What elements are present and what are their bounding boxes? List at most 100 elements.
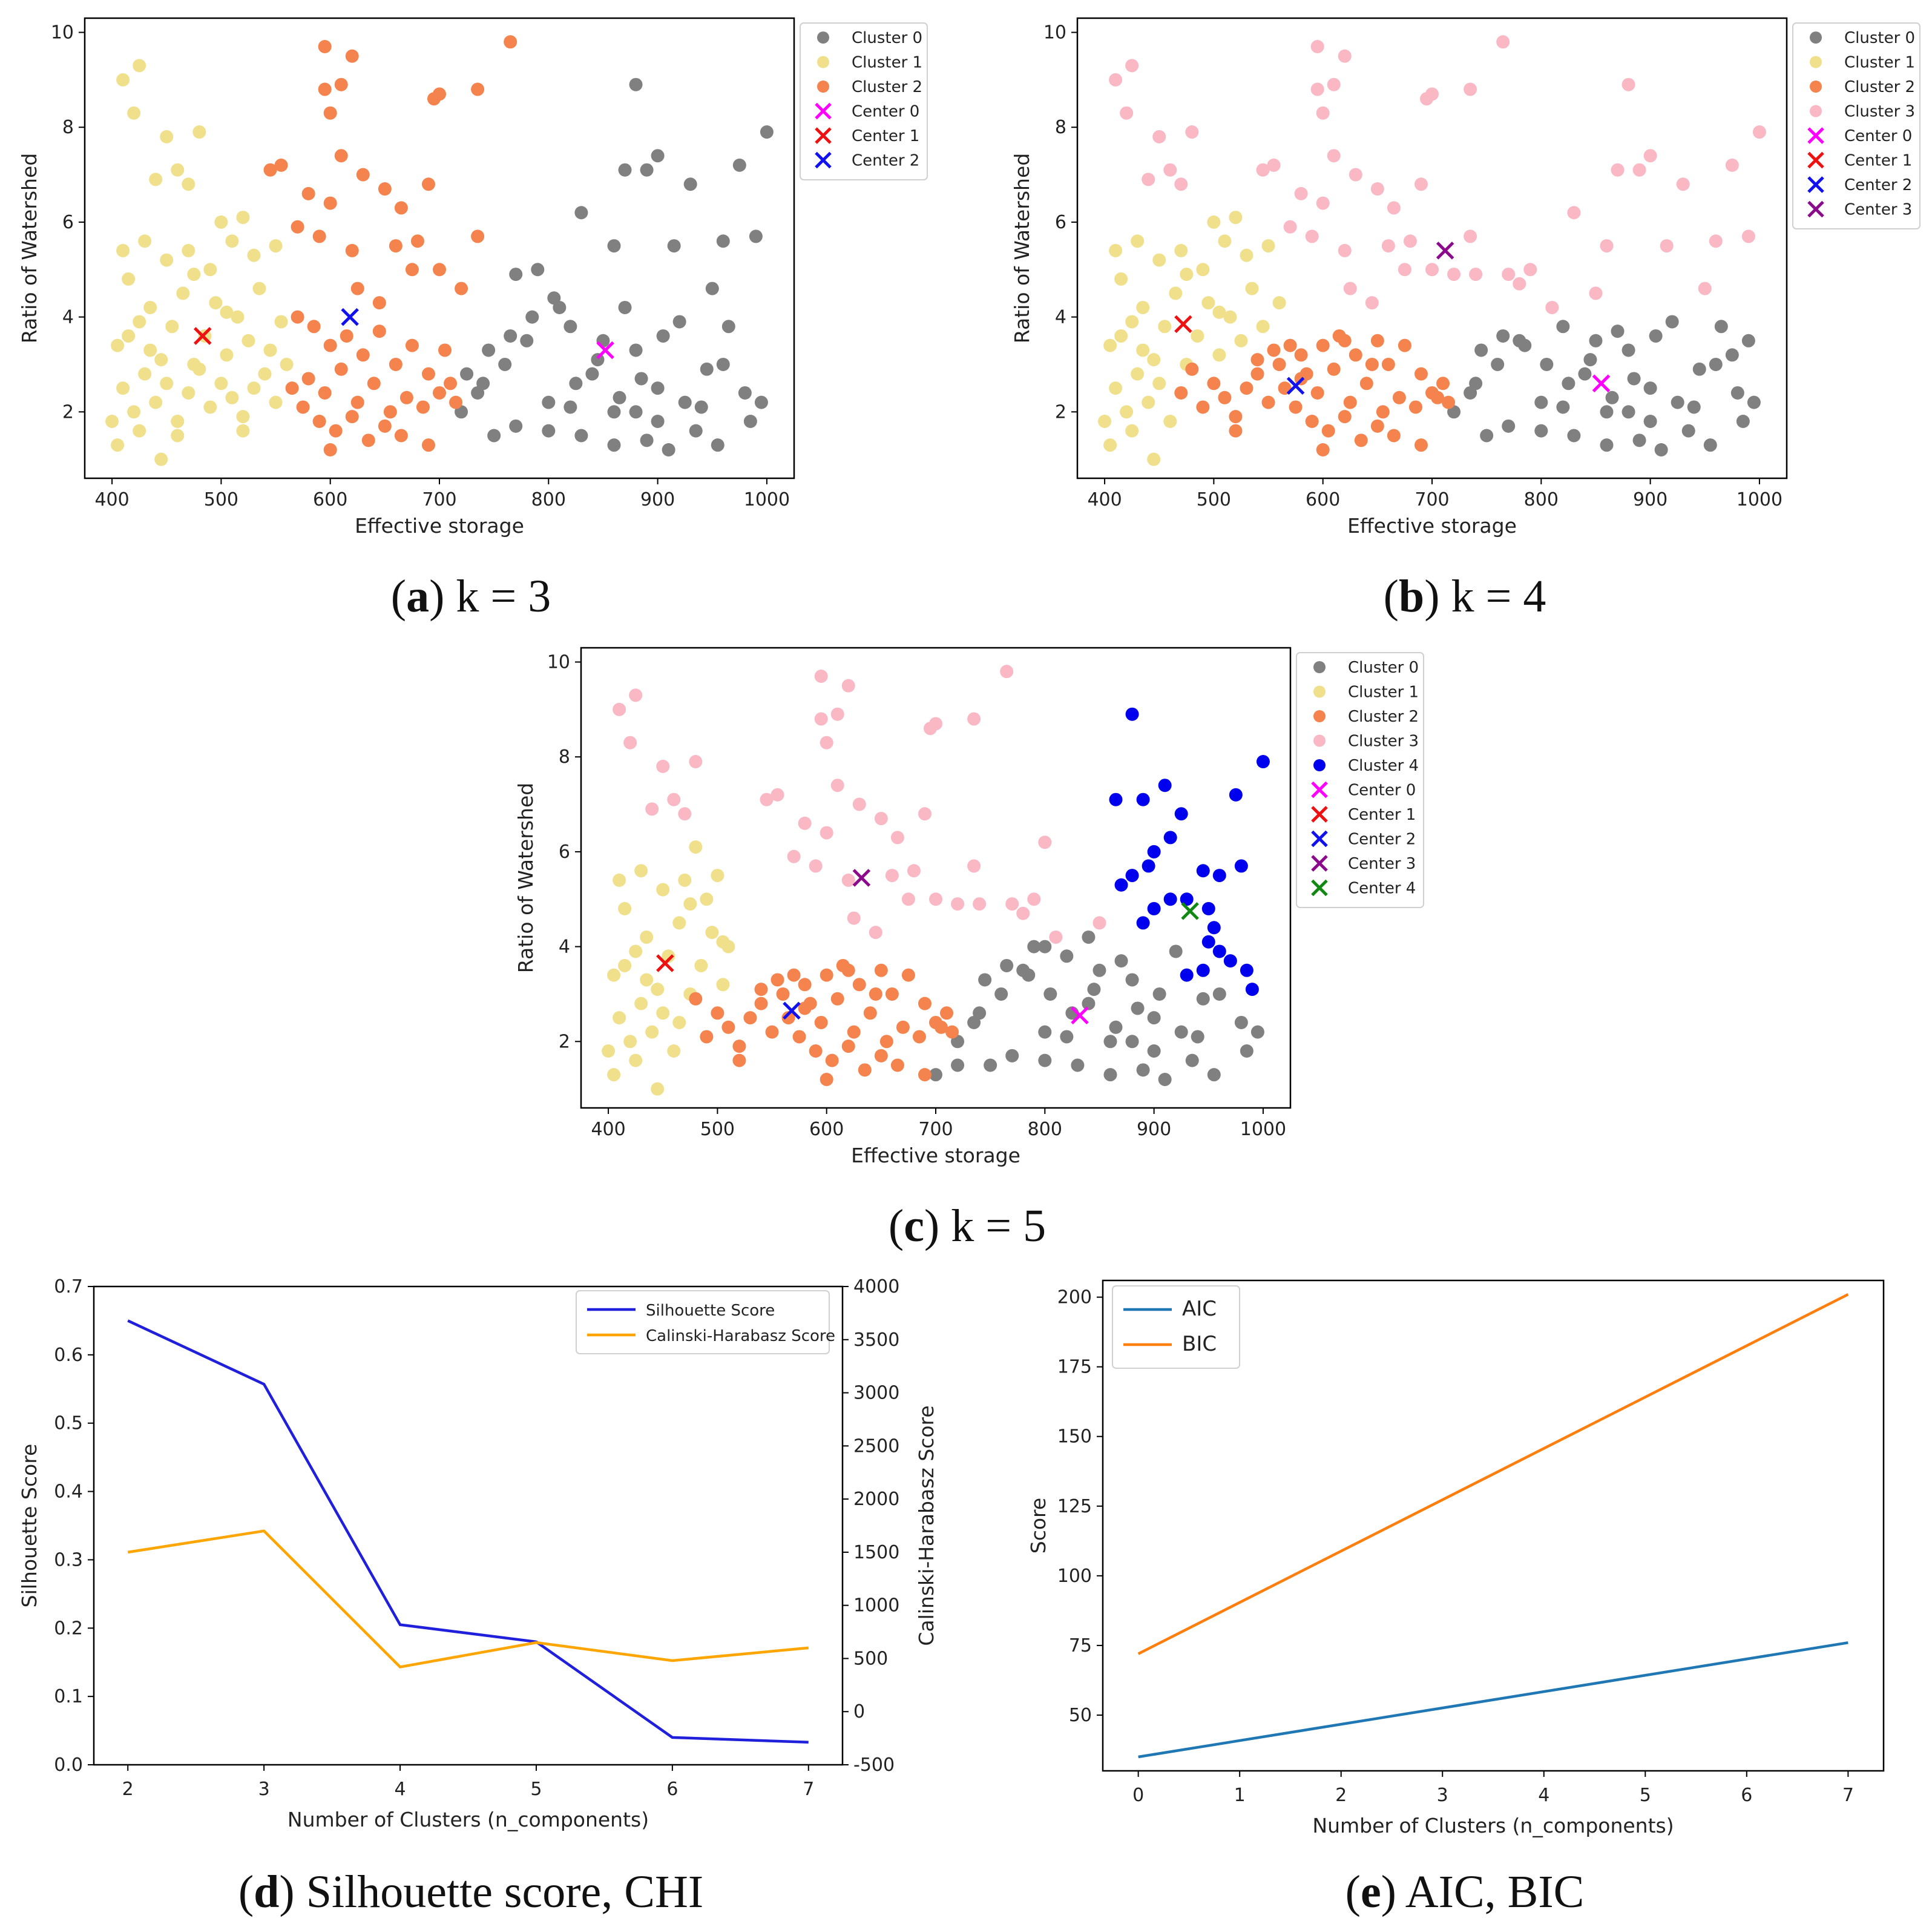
x-axis-label: Number of Clusters (n_components) bbox=[1312, 1814, 1674, 1837]
scatter-point-cluster-2 bbox=[841, 963, 855, 977]
center-marker-center-4-stroke2 bbox=[1181, 902, 1199, 920]
legend-marker bbox=[1810, 105, 1822, 117]
scatter-point-cluster-1 bbox=[242, 334, 255, 348]
legend-frame bbox=[800, 22, 928, 180]
y-tick-label: 8 bbox=[62, 117, 74, 138]
legend-label: Center 3 bbox=[1348, 855, 1416, 873]
scatter-point-cluster-0 bbox=[640, 163, 654, 177]
scatter-point-cluster-1 bbox=[1218, 234, 1232, 248]
scatter-point-cluster-3 bbox=[1464, 82, 1477, 96]
scatter-point-cluster-0 bbox=[1622, 405, 1635, 419]
scatter-point-cluster-1 bbox=[160, 130, 174, 143]
caption-a: (a) k = 3 bbox=[391, 571, 551, 622]
y-tick-label: 0.4 bbox=[54, 1481, 83, 1503]
scatter-point-cluster-1 bbox=[613, 1011, 626, 1025]
scatter-point-cluster-0 bbox=[1082, 997, 1096, 1010]
legend-marker-stroke2 bbox=[815, 127, 832, 144]
scatter-point-cluster-4 bbox=[1207, 921, 1221, 935]
center-marker-center-0-stroke2 bbox=[1071, 1006, 1089, 1024]
scatter-point-cluster-1 bbox=[651, 1082, 665, 1096]
legend-label: Cluster 3 bbox=[1348, 733, 1419, 751]
scatter-point-cluster-0 bbox=[471, 386, 485, 400]
legend-label: Center 2 bbox=[1844, 176, 1912, 194]
scatter-point-cluster-3 bbox=[1447, 268, 1461, 282]
legend-frame bbox=[1296, 652, 1424, 908]
scatter-point-cluster-0 bbox=[1109, 1020, 1123, 1034]
x-tick-label: 6 bbox=[1741, 1785, 1752, 1806]
aic-bic-panel: 0 1 2 3 4 5 6 7 50 75 100 125 150 175 200 Number of Clu… bbox=[1027, 1279, 1885, 1837]
legend-marker bbox=[1810, 81, 1822, 93]
scatter-panel-k4: 400 500 600 700 800 900 1000 2 4 6 8 10 Effective st… bbox=[1010, 17, 1920, 538]
scatter-point-cluster-2 bbox=[1294, 348, 1308, 362]
scatter-point-cluster-2 bbox=[1218, 390, 1232, 404]
scatter-point-cluster-1 bbox=[198, 329, 212, 343]
scatter-point-cluster-0 bbox=[1191, 1030, 1204, 1044]
scatter-point-cluster-0 bbox=[1114, 954, 1128, 968]
scatter-point-cluster-2 bbox=[427, 92, 441, 106]
scatter-point-cluster-0 bbox=[629, 343, 643, 357]
scatter-point-cluster-1 bbox=[192, 125, 206, 139]
scatter-point-cluster-2 bbox=[890, 1058, 904, 1072]
y-tick-label: 0.3 bbox=[54, 1549, 83, 1570]
scatter-point-cluster-0 bbox=[1556, 320, 1570, 334]
scatter-point-cluster-3 bbox=[1741, 229, 1755, 243]
series-line-silhouette-score bbox=[127, 1319, 809, 1744]
legend-label: Silhouette Score bbox=[646, 1302, 775, 1320]
scatter-point-cluster-2 bbox=[798, 978, 812, 992]
scatter-point-cluster-3 bbox=[1027, 892, 1041, 906]
scatter-point-cluster-2 bbox=[449, 395, 463, 409]
y2-tick-label: 3500 bbox=[853, 1329, 899, 1351]
scatter-point-cluster-1 bbox=[171, 429, 185, 443]
scatter-point-cluster-3 bbox=[1000, 665, 1014, 679]
scatter-point-cluster-1 bbox=[214, 377, 228, 390]
center-marker-center-0-stroke2 bbox=[1592, 374, 1611, 393]
scatter-point-cluster-0 bbox=[1622, 343, 1635, 357]
scatter-point-cluster-2 bbox=[394, 201, 408, 215]
legend-label: Center 4 bbox=[1348, 880, 1416, 898]
scatter-point-cluster-4 bbox=[1223, 954, 1237, 968]
scatter-point-cluster-2 bbox=[274, 158, 288, 172]
scatter-point-cluster-3 bbox=[885, 869, 899, 883]
scatter-point-cluster-0 bbox=[705, 282, 719, 295]
scatter-point-cluster-2 bbox=[410, 234, 424, 248]
scatter-point-cluster-0 bbox=[678, 395, 692, 409]
scatter-point-cluster-4 bbox=[1114, 878, 1128, 892]
x-tick-label: 7 bbox=[1842, 1785, 1854, 1806]
x-tick-label: 4 bbox=[394, 1779, 406, 1800]
scatter-point-cluster-1 bbox=[1152, 377, 1166, 390]
scatter-point-cluster-0 bbox=[1103, 1068, 1117, 1082]
scatter-point-cluster-4 bbox=[1245, 983, 1259, 997]
x-tick-label: 400 bbox=[94, 489, 129, 510]
x-tick-label: 600 bbox=[313, 489, 347, 510]
scatter-point-cluster-2 bbox=[918, 997, 932, 1010]
scatter-point-cluster-2 bbox=[372, 296, 386, 310]
scatter-point-cluster-3 bbox=[1316, 106, 1330, 120]
scatter-point-cluster-1 bbox=[1120, 405, 1134, 419]
y-tick-label: 0.0 bbox=[54, 1754, 83, 1776]
series-line-aic bbox=[1138, 1641, 1848, 1759]
scatter-point-cluster-0 bbox=[716, 357, 730, 371]
scatter-point-cluster-3 bbox=[1752, 125, 1766, 139]
scatter-point-cluster-0 bbox=[1087, 983, 1101, 997]
scatter-point-cluster-2 bbox=[318, 40, 332, 54]
scatter-point-cluster-2 bbox=[1376, 405, 1390, 419]
y-axis-label: Ratio of Watershed bbox=[18, 153, 41, 343]
scatter-point-cluster-0 bbox=[738, 386, 752, 400]
scatter-point-cluster-1 bbox=[269, 239, 283, 253]
scatter-point-cluster-1 bbox=[127, 106, 141, 120]
scatter-point-cluster-2 bbox=[378, 419, 392, 433]
scatter-point-cluster-3 bbox=[667, 792, 681, 806]
scatter-point-cluster-2 bbox=[776, 987, 790, 1001]
scatter-point-cluster-2 bbox=[1414, 438, 1428, 452]
y-tick-label: 150 bbox=[1057, 1426, 1092, 1448]
scatter-point-cluster-2 bbox=[912, 1030, 926, 1044]
scatter-point-cluster-2 bbox=[765, 1025, 779, 1039]
scatter-point-cluster-0 bbox=[574, 429, 588, 443]
scatter-point-cluster-1 bbox=[274, 315, 288, 329]
scatter-point-cluster-1 bbox=[700, 892, 714, 906]
scatter-point-cluster-0 bbox=[694, 400, 708, 414]
scatter-point-cluster-3 bbox=[841, 679, 855, 693]
scatter-point-cluster-0 bbox=[1125, 1035, 1139, 1049]
scatter-point-cluster-0 bbox=[1480, 429, 1494, 443]
scatter-point-cluster-2 bbox=[852, 978, 866, 992]
